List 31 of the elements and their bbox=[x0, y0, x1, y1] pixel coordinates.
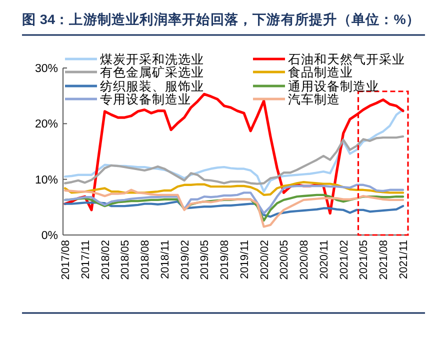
legend-label: 石油和天然气开采业 bbox=[288, 52, 405, 66]
xtick: 2018/08 bbox=[140, 240, 152, 280]
xtick: 2021/11 bbox=[398, 240, 410, 279]
xtick: 2019/11 bbox=[238, 240, 251, 279]
xtick: 2017/11 bbox=[80, 240, 92, 279]
xtick: 2020/11 bbox=[318, 240, 330, 279]
ytick: 10% bbox=[34, 174, 58, 186]
xtick: 2019/02 bbox=[179, 240, 192, 280]
xtick: 2018/11 bbox=[159, 240, 172, 279]
legend-label: 有色金属矿采选业 bbox=[100, 66, 204, 80]
xtick: 2021/05 bbox=[358, 240, 370, 280]
legend-label: 通用设备制造业 bbox=[288, 80, 379, 94]
xtick: 2020/05 bbox=[278, 240, 291, 280]
legend-label: 食品制造业 bbox=[288, 66, 353, 80]
xtick: 2019/08 bbox=[219, 240, 232, 280]
ytick: 30% bbox=[34, 63, 58, 75]
xtick: 2018/05 bbox=[120, 240, 132, 280]
legend-label: 煤炭开采和洗选业 bbox=[100, 52, 204, 66]
legend-label: 专用设备制造业 bbox=[100, 92, 191, 106]
xtick: 2020/08 bbox=[298, 240, 311, 280]
title: 图 34：上游制造业利润率开始回落，下游有所提升（单位：%） bbox=[22, 12, 417, 27]
xtick: 2017/08 bbox=[60, 240, 72, 280]
xtick: 2021/08 bbox=[378, 240, 390, 280]
ytick: 20% bbox=[34, 118, 58, 131]
xtick: 2018/02 bbox=[100, 240, 112, 280]
legend-label: 纺织服装、服饰业 bbox=[100, 80, 204, 94]
xtick: 2021/02 bbox=[338, 240, 350, 280]
xtick: 2019/05 bbox=[199, 240, 212, 280]
ytick: 0% bbox=[41, 230, 58, 242]
legend-label: 汽车制造 bbox=[288, 92, 340, 106]
xtick: 2020/02 bbox=[258, 240, 271, 280]
